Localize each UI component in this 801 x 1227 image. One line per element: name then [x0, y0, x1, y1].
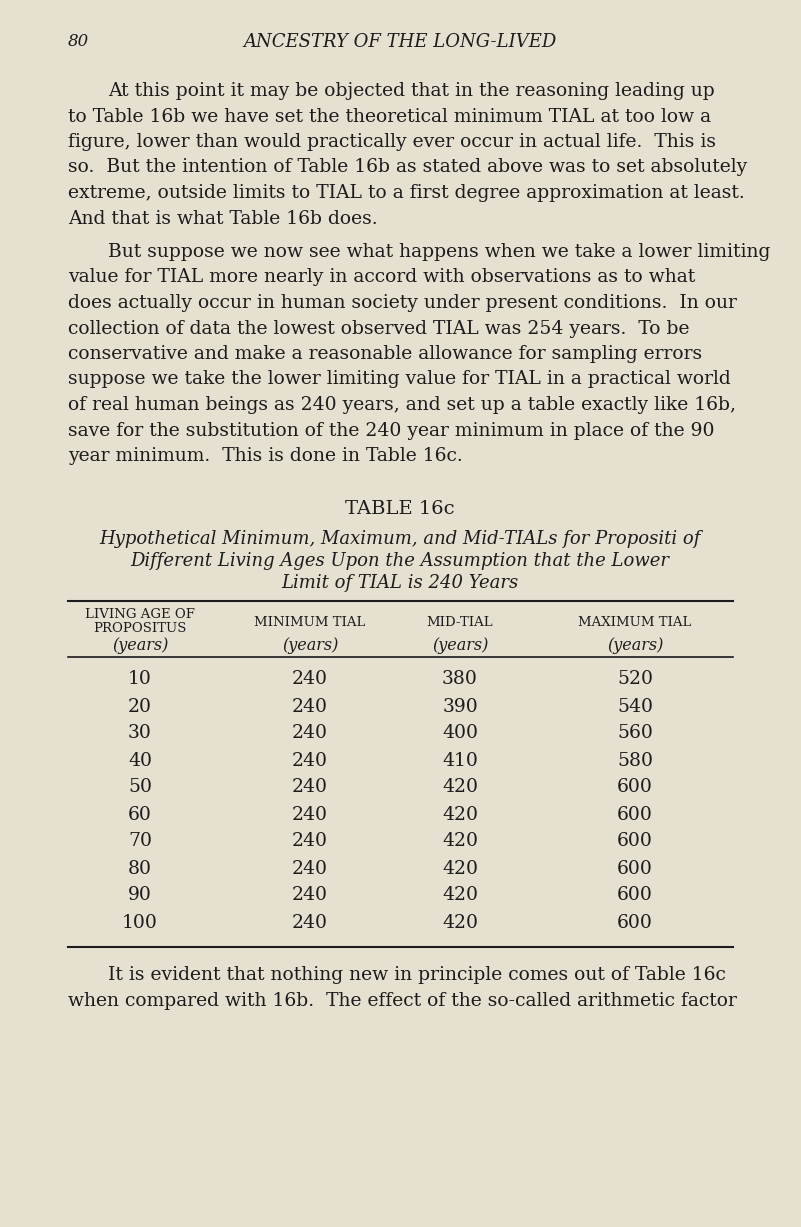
- Text: 240: 240: [292, 724, 328, 742]
- Text: 50: 50: [128, 778, 152, 796]
- Text: 60: 60: [128, 805, 152, 823]
- Text: 240: 240: [292, 886, 328, 904]
- Text: At this point it may be objected that in the reasoning leading up: At this point it may be objected that in…: [108, 82, 714, 99]
- Text: (years): (years): [282, 637, 338, 654]
- Text: 80: 80: [68, 33, 89, 50]
- Text: 240: 240: [292, 805, 328, 823]
- Text: 600: 600: [617, 886, 653, 904]
- Text: 240: 240: [292, 859, 328, 877]
- Text: 420: 420: [442, 886, 478, 904]
- Text: to Table 16b we have set the theoretical minimum TIAL at too low a: to Table 16b we have set the theoretical…: [68, 108, 711, 125]
- Text: 10: 10: [128, 670, 152, 688]
- Text: 520: 520: [617, 670, 653, 688]
- Text: 240: 240: [292, 778, 328, 796]
- Text: TABLE 16c: TABLE 16c: [345, 501, 455, 519]
- Text: LIVING AGE OF: LIVING AGE OF: [85, 609, 195, 622]
- Text: MAXIMUM TIAL: MAXIMUM TIAL: [578, 616, 692, 629]
- Text: year minimum.  This is done in Table 16c.: year minimum. This is done in Table 16c.: [68, 447, 463, 465]
- Text: And that is what Table 16b does.: And that is what Table 16b does.: [68, 210, 377, 227]
- Text: (years): (years): [607, 637, 663, 654]
- Text: ANCESTRY OF THE LONG-LIVED: ANCESTRY OF THE LONG-LIVED: [244, 33, 557, 52]
- Text: 240: 240: [292, 697, 328, 715]
- Text: 240: 240: [292, 751, 328, 769]
- Text: MINIMUM TIAL: MINIMUM TIAL: [254, 616, 366, 629]
- Text: 70: 70: [128, 832, 152, 850]
- Text: 400: 400: [442, 724, 478, 742]
- Text: save for the substitution of the 240 year minimum in place of the 90: save for the substitution of the 240 yea…: [68, 422, 714, 439]
- Text: Different Living Ages Upon the Assumption that the Lower: Different Living Ages Upon the Assumptio…: [131, 552, 670, 571]
- Text: value for TIAL more nearly in accord with observations as to what: value for TIAL more nearly in accord wit…: [68, 269, 695, 286]
- Text: extreme, outside limits to TIAL to a first degree approximation at least.: extreme, outside limits to TIAL to a fir…: [68, 184, 745, 202]
- Text: 420: 420: [442, 778, 478, 796]
- Text: of real human beings as 240 years, and set up a table exactly like 16b,: of real human beings as 240 years, and s…: [68, 396, 736, 413]
- Text: PROPOSITUS: PROPOSITUS: [93, 622, 187, 634]
- Text: 420: 420: [442, 859, 478, 877]
- Text: 240: 240: [292, 670, 328, 688]
- Text: does actually occur in human society under present conditions.  In our: does actually occur in human society und…: [68, 294, 737, 312]
- Text: Limit of TIAL is 240 Years: Limit of TIAL is 240 Years: [281, 574, 518, 593]
- Text: 600: 600: [617, 913, 653, 931]
- Text: 580: 580: [617, 751, 653, 769]
- Text: But suppose we now see what happens when we take a lower limiting: But suppose we now see what happens when…: [108, 243, 771, 261]
- Text: conservative and make a reasonable allowance for sampling errors: conservative and make a reasonable allow…: [68, 345, 702, 363]
- Text: 380: 380: [442, 670, 478, 688]
- Text: 600: 600: [617, 859, 653, 877]
- Text: 240: 240: [292, 832, 328, 850]
- Text: MID-TIAL: MID-TIAL: [427, 616, 493, 629]
- Text: 90: 90: [128, 886, 152, 904]
- Text: 600: 600: [617, 778, 653, 796]
- Text: 540: 540: [617, 697, 653, 715]
- Text: 410: 410: [442, 751, 478, 769]
- Text: 420: 420: [442, 832, 478, 850]
- Text: 30: 30: [128, 724, 152, 742]
- Text: so.  But the intention of Table 16b as stated above was to set absolutely: so. But the intention of Table 16b as st…: [68, 158, 747, 177]
- Text: 560: 560: [617, 724, 653, 742]
- Text: 420: 420: [442, 913, 478, 931]
- Text: 600: 600: [617, 832, 653, 850]
- Text: 240: 240: [292, 913, 328, 931]
- Text: when compared with 16b.  The effect of the so-called arithmetic factor: when compared with 16b. The effect of th…: [68, 991, 737, 1010]
- Text: 20: 20: [128, 697, 152, 715]
- Text: suppose we take the lower limiting value for TIAL in a practical world: suppose we take the lower limiting value…: [68, 371, 731, 389]
- Text: (years): (years): [112, 637, 168, 654]
- Text: figure, lower than would practically ever occur in actual life.  This is: figure, lower than would practically eve…: [68, 133, 716, 151]
- Text: 390: 390: [442, 697, 478, 715]
- Text: 40: 40: [128, 751, 152, 769]
- Text: Hypothetical Minimum, Maximum, and Mid-TIALs for Propositi of: Hypothetical Minimum, Maximum, and Mid-T…: [99, 530, 701, 548]
- Text: collection of data the lowest observed TIAL was 254 years.  To be: collection of data the lowest observed T…: [68, 319, 690, 337]
- Text: 80: 80: [128, 859, 152, 877]
- Text: (years): (years): [432, 637, 488, 654]
- Text: It is evident that nothing new in principle comes out of Table 16c: It is evident that nothing new in princi…: [108, 967, 726, 984]
- Text: 100: 100: [122, 913, 158, 931]
- Text: 600: 600: [617, 805, 653, 823]
- Text: 420: 420: [442, 805, 478, 823]
